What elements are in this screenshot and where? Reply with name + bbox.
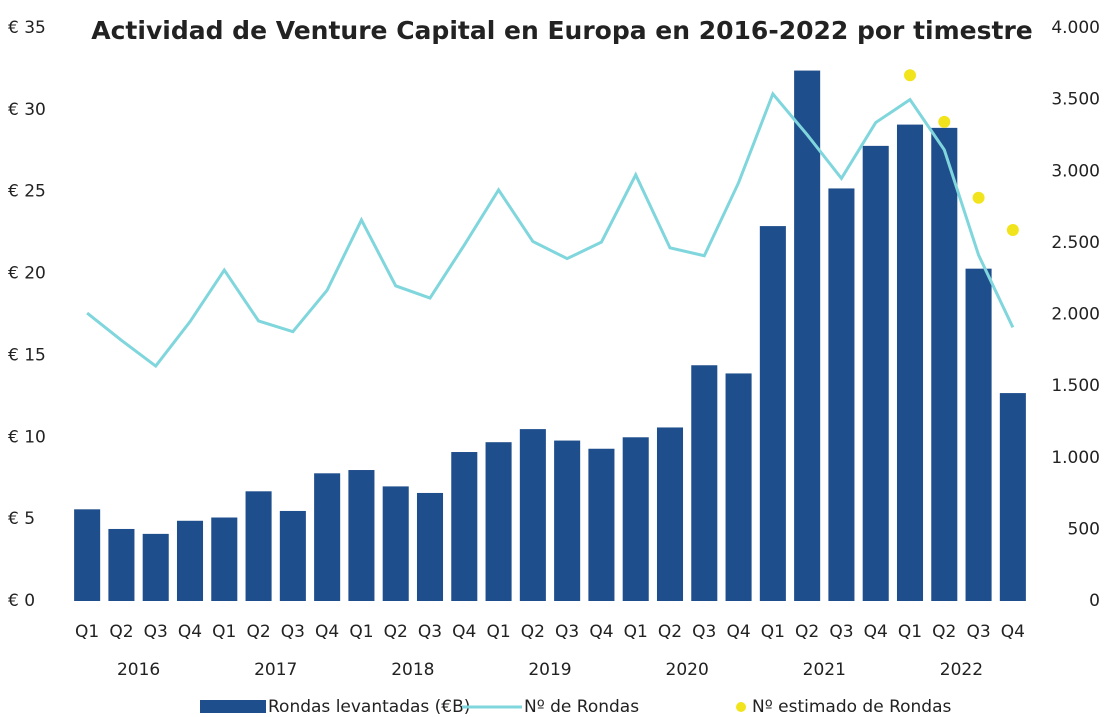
x-tick-label: Q1 bbox=[349, 622, 373, 642]
bar bbox=[588, 448, 615, 601]
x-tick-label: Q2 bbox=[246, 622, 270, 642]
year-label: 2022 bbox=[940, 660, 983, 680]
bar bbox=[931, 127, 958, 601]
x-tick-label: Q4 bbox=[726, 622, 750, 642]
x-tick-label: Q3 bbox=[829, 622, 853, 642]
x-tick-label: Q2 bbox=[521, 622, 545, 642]
x-tick-label: Q1 bbox=[761, 622, 785, 642]
legend-label: Nº estimado de Rondas bbox=[752, 697, 951, 717]
x-tick-label: Q4 bbox=[178, 622, 202, 642]
x-tick-label: Q2 bbox=[795, 622, 819, 642]
year-label: 2018 bbox=[391, 660, 434, 680]
point bbox=[972, 191, 985, 204]
x-tick-label: Q2 bbox=[109, 622, 133, 642]
bar bbox=[519, 429, 546, 601]
y-tick-label: € 25 bbox=[8, 182, 46, 202]
x-tick-label: Q1 bbox=[898, 622, 922, 642]
y-tick-label: € 10 bbox=[8, 427, 46, 447]
bar bbox=[794, 70, 821, 601]
legend-label: Rondas levantadas (€B) bbox=[268, 697, 470, 717]
y-tick-label: € 0 bbox=[8, 591, 35, 611]
y2-tick-label: 2.000 bbox=[1051, 305, 1100, 325]
x-tick-label: Q2 bbox=[658, 622, 682, 642]
year-label: 2020 bbox=[666, 660, 709, 680]
x-tick-label: Q3 bbox=[692, 622, 716, 642]
x-tick-label: Q1 bbox=[75, 622, 99, 642]
bar bbox=[451, 452, 478, 601]
y2-tick-label: 4.000 bbox=[1051, 18, 1100, 38]
bar bbox=[211, 517, 238, 601]
x-tick-label: Q4 bbox=[589, 622, 613, 642]
x-tick-label: Q1 bbox=[212, 622, 236, 642]
bar bbox=[108, 528, 135, 601]
bar bbox=[74, 509, 101, 601]
y2-tick-label: 3.500 bbox=[1051, 90, 1100, 110]
y2-tick-label: 2.500 bbox=[1051, 233, 1100, 253]
bar bbox=[965, 268, 992, 601]
y-tick-label: € 20 bbox=[8, 264, 46, 284]
bar bbox=[416, 492, 444, 601]
y2-tick-label: 0 bbox=[1089, 591, 1100, 611]
x-tick-label: Q4 bbox=[452, 622, 476, 642]
bar bbox=[896, 124, 924, 601]
y2-tick-label: 500 bbox=[1068, 519, 1100, 539]
bar bbox=[142, 533, 169, 601]
x-tick-label: Q3 bbox=[144, 622, 168, 642]
legend-label: Nº de Rondas bbox=[524, 697, 639, 717]
legend-swatch bbox=[736, 702, 746, 712]
y-tick-label: € 30 bbox=[8, 100, 46, 120]
bar bbox=[828, 188, 855, 601]
y-tick-label: € 35 bbox=[8, 18, 46, 38]
y2-tick-label: 1.500 bbox=[1051, 376, 1100, 396]
year-label: 2017 bbox=[254, 660, 297, 680]
x-tick-label: Q3 bbox=[418, 622, 442, 642]
point bbox=[904, 69, 916, 82]
x-tick-label: Q3 bbox=[281, 622, 305, 642]
bar bbox=[999, 393, 1026, 601]
x-tick-label: Q4 bbox=[315, 622, 339, 642]
bar bbox=[245, 491, 272, 601]
year-label: 2019 bbox=[528, 660, 571, 680]
x-tick-label: Q2 bbox=[384, 622, 408, 642]
year-label: 2016 bbox=[117, 660, 160, 680]
x-tick-label: Q4 bbox=[864, 622, 888, 642]
point bbox=[1006, 223, 1019, 236]
chart-title: Actividad de Venture Capital en Europa e… bbox=[91, 16, 1032, 45]
y-tick-label: € 15 bbox=[8, 345, 46, 365]
y-tick-label: € 5 bbox=[8, 509, 35, 529]
y2-tick-label: 3.000 bbox=[1051, 161, 1100, 181]
bar bbox=[279, 510, 306, 601]
bar bbox=[622, 437, 649, 601]
bar bbox=[554, 440, 581, 601]
point bbox=[938, 115, 951, 128]
x-tick-label: Q3 bbox=[966, 622, 990, 642]
x-tick-label: Q1 bbox=[486, 622, 510, 642]
bar bbox=[759, 226, 786, 601]
x-tick-label: Q3 bbox=[555, 622, 579, 642]
bar bbox=[176, 520, 204, 601]
bar bbox=[691, 365, 718, 601]
bar bbox=[382, 486, 409, 601]
bar bbox=[314, 473, 341, 601]
bar bbox=[725, 373, 752, 601]
y2-tick-label: 1.000 bbox=[1051, 448, 1100, 468]
line bbox=[86, 90, 1015, 369]
bar bbox=[656, 427, 684, 601]
bar bbox=[862, 145, 889, 602]
x-tick-label: Q4 bbox=[1001, 622, 1025, 642]
x-tick-label: Q1 bbox=[624, 622, 648, 642]
bar bbox=[348, 470, 375, 601]
bar bbox=[485, 442, 512, 601]
x-tick-label: Q2 bbox=[932, 622, 956, 642]
year-label: 2021 bbox=[803, 660, 846, 680]
legend-swatch bbox=[200, 700, 266, 713]
